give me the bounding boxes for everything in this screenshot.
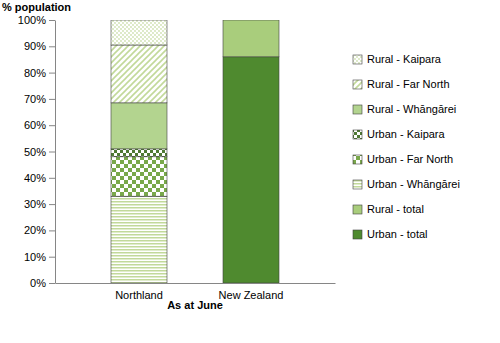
legend-label: Rural - Kaipara (367, 53, 442, 65)
bar-segment (111, 149, 167, 157)
legend-swatch (353, 230, 362, 239)
y-tick: 30% (24, 198, 55, 210)
y-tick-mark (49, 46, 55, 47)
y-axis-title: % population (2, 1, 71, 13)
y-tick-mark (49, 178, 55, 179)
y-tick-mark (49, 99, 55, 100)
legend-swatch (353, 155, 362, 164)
y-tick-mark (49, 257, 55, 258)
y-tick-label: 20% (24, 224, 46, 236)
y-tick-label: 60% (24, 119, 46, 131)
y-tick-mark (49, 230, 55, 231)
bar-segment (111, 20, 167, 45)
bar-segment (223, 20, 279, 57)
bar-segment (223, 57, 279, 283)
y-tick-label: 30% (24, 198, 46, 210)
legend-swatch (353, 130, 362, 139)
legend-swatch (353, 205, 362, 214)
bar-segment (111, 103, 167, 149)
legend-label: Urban - Kaipara (367, 128, 446, 140)
y-tick-mark (49, 125, 55, 126)
legend-swatch (353, 80, 362, 89)
legend-label: Urban - Far North (367, 153, 453, 165)
legend-label: Rural - Far North (367, 78, 450, 90)
legend-swatch (353, 105, 362, 114)
legend-label: Rural - Whāngārei (367, 103, 456, 115)
y-tick: 80% (24, 67, 55, 79)
legend-label: Urban - Whāngārei (367, 178, 460, 190)
legend-label: Rural - total (367, 203, 424, 215)
bar-segment (111, 45, 167, 103)
y-tick: 60% (24, 119, 55, 131)
bar-segment (111, 157, 167, 196)
y-tick-mark (49, 152, 55, 153)
y-tick: 100% (18, 14, 55, 26)
y-tick: 0% (30, 277, 55, 289)
x-tick-label: New Zealand (219, 289, 284, 301)
legend-label: Urban - total (367, 228, 428, 240)
x-axis-line (56, 283, 336, 284)
y-tick-label: 90% (24, 40, 46, 52)
x-tick: Northland (115, 283, 163, 301)
y-tick: 50% (24, 146, 55, 158)
y-tick-label: 0% (30, 277, 46, 289)
bar-segment (111, 196, 167, 283)
y-axis: 0% 10% 20% 30% 40% 50% 60% 70% 80% 90% 100% (18, 14, 56, 289)
x-tick: New Zealand (219, 283, 284, 301)
y-tick-mark (49, 20, 55, 21)
legend-swatch (353, 180, 362, 189)
y-tick-label: 70% (24, 93, 46, 105)
y-tick-mark (49, 283, 55, 284)
y-tick-mark (49, 73, 55, 74)
x-axis-title: As at June (167, 299, 223, 311)
x-tick-label: Northland (115, 289, 163, 301)
y-tick: 20% (24, 224, 55, 236)
legend: Rural - Kaipara Rural - Far North Rural - … (353, 53, 460, 240)
y-tick: 40% (24, 172, 55, 184)
chart: 0% 10% 20% 30% 40% 50% 60% 70% 80% 90% 100% Northla… (0, 0, 500, 343)
bars (111, 20, 279, 283)
y-tick-label: 50% (24, 146, 46, 158)
y-tick-mark (49, 204, 55, 205)
y-tick: 10% (24, 251, 55, 263)
y-tick: 90% (24, 40, 55, 52)
y-tick-label: 40% (24, 172, 46, 184)
y-tick: 70% (24, 93, 55, 105)
y-tick-label: 10% (24, 251, 46, 263)
y-tick-label: 100% (18, 14, 46, 26)
y-tick-label: 80% (24, 67, 46, 79)
legend-swatch (353, 55, 362, 64)
y-axis-line (55, 21, 56, 284)
